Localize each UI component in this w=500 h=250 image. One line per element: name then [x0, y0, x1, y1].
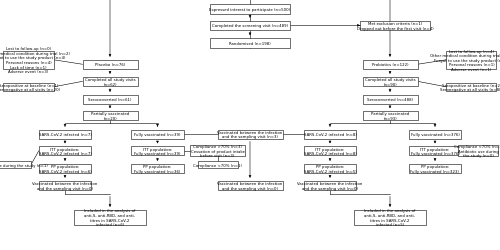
Text: Vaccinated between the infection
and the sampling visit (n=0): Vaccinated between the infection and the…	[298, 181, 362, 190]
FancyBboxPatch shape	[39, 130, 91, 139]
FancyBboxPatch shape	[446, 84, 496, 91]
Text: Placebo (n=76): Placebo (n=76)	[95, 63, 125, 67]
FancyBboxPatch shape	[362, 60, 418, 70]
FancyBboxPatch shape	[210, 22, 290, 31]
Text: PP population:
SARS-CoV-2 infected (n=6): PP population: SARS-CoV-2 infected (n=6)	[38, 164, 92, 173]
Text: Vaccinated between the infection
and the sampling visit (n=0): Vaccinated between the infection and the…	[32, 181, 98, 190]
Text: Completed all study visits
(n=90): Completed all study visits (n=90)	[364, 78, 416, 86]
FancyBboxPatch shape	[409, 147, 461, 156]
Text: Seroconverted (n=61): Seroconverted (n=61)	[88, 98, 132, 102]
FancyBboxPatch shape	[82, 78, 138, 86]
FancyBboxPatch shape	[39, 147, 91, 156]
FancyBboxPatch shape	[39, 164, 91, 173]
FancyBboxPatch shape	[82, 60, 138, 70]
Text: Vaccinated between the infection
and the sampling visit (n=0): Vaccinated between the infection and the…	[218, 181, 282, 190]
FancyBboxPatch shape	[458, 146, 498, 157]
FancyBboxPatch shape	[190, 146, 245, 157]
FancyBboxPatch shape	[304, 130, 356, 139]
Text: Expressed interest to participate (n=500): Expressed interest to participate (n=500…	[210, 8, 290, 12]
Text: ITT population:
SARS-CoV-2 infected (n=7): ITT population: SARS-CoV-2 infected (n=7…	[38, 147, 92, 156]
Text: Compliance <70% (n=1)
Antibiotic use during
the study (n=0): Compliance <70% (n=1) Antibiotic use dur…	[454, 145, 500, 158]
FancyBboxPatch shape	[74, 210, 146, 225]
FancyBboxPatch shape	[360, 22, 430, 31]
Text: Met exclusion criteria (n=1)
Dropped out before the first visit (n=4): Met exclusion criteria (n=1) Dropped out…	[356, 22, 434, 30]
FancyBboxPatch shape	[354, 210, 426, 225]
FancyBboxPatch shape	[304, 147, 356, 156]
Text: ITT population:
Fully vaccinated (n=376): ITT population: Fully vaccinated (n=376)	[410, 147, 460, 156]
Text: Antibiotic use during the study (n=1): Antibiotic use during the study (n=1)	[0, 163, 48, 167]
Text: Vaccinated between the infection
and the sampling visit (n=3): Vaccinated between the infection and the…	[218, 130, 282, 139]
Text: Compliance <70% (n=1): Compliance <70% (n=1)	[193, 163, 242, 167]
FancyBboxPatch shape	[82, 96, 138, 104]
FancyBboxPatch shape	[198, 162, 237, 168]
FancyBboxPatch shape	[409, 164, 461, 173]
FancyBboxPatch shape	[218, 130, 282, 139]
FancyBboxPatch shape	[304, 181, 356, 190]
FancyBboxPatch shape	[210, 39, 290, 48]
Text: ITT population:
SARS-CoV-2 infected (n=8): ITT population: SARS-CoV-2 infected (n=8…	[304, 147, 356, 156]
FancyBboxPatch shape	[4, 52, 53, 70]
Text: Completed all study visits
(n=62): Completed all study visits (n=62)	[84, 78, 136, 86]
FancyBboxPatch shape	[131, 147, 184, 156]
FancyBboxPatch shape	[4, 84, 53, 91]
Text: Probiotics (n=122): Probiotics (n=122)	[372, 63, 408, 67]
Text: Partially vaccinated
(n=93): Partially vaccinated (n=93)	[371, 112, 409, 120]
FancyBboxPatch shape	[362, 96, 418, 104]
Text: SARS-CoV-2 infected (n=7): SARS-CoV-2 infected (n=7)	[38, 132, 92, 136]
Text: Randomised (n=198): Randomised (n=198)	[229, 42, 271, 46]
FancyBboxPatch shape	[362, 112, 418, 121]
Text: Lost to follow-up (n=0)
Other medical condition during trial (n=2)
Forgot to use: Lost to follow-up (n=0) Other medical co…	[0, 47, 70, 74]
Text: Compliance >70% (n=3)
Cessation of product intake
before visit (n=3): Compliance >70% (n=3) Cessation of produ…	[190, 145, 244, 158]
FancyBboxPatch shape	[446, 52, 496, 70]
FancyBboxPatch shape	[362, 78, 418, 86]
Text: Completed the screening visit (n=489): Completed the screening visit (n=489)	[212, 24, 288, 28]
FancyBboxPatch shape	[39, 181, 91, 190]
FancyBboxPatch shape	[131, 164, 184, 173]
FancyBboxPatch shape	[82, 112, 138, 121]
Text: Lost to follow-up (n=4)
Other medical condition during trial (n=8)
Forgot to use: Lost to follow-up (n=4) Other medical co…	[430, 49, 500, 72]
Text: PP population:
SARS-CoV-2 infected (n=5): PP population: SARS-CoV-2 infected (n=5)	[304, 164, 356, 173]
Text: Fully vaccinated (n=376): Fully vaccinated (n=376)	[410, 132, 460, 136]
Text: Partially vaccinated
(n=20): Partially vaccinated (n=20)	[91, 112, 129, 120]
FancyBboxPatch shape	[218, 181, 282, 190]
Text: Seropositive at baseline (n=2)
Seronegative at all visits (n=88): Seropositive at baseline (n=2) Seronegat…	[440, 83, 500, 92]
Text: PP population:
Fully vaccinated (n=323): PP population: Fully vaccinated (n=323)	[410, 164, 460, 173]
Text: Included in the analysis of
anti-S, anti-RBD, and anti-
titres in SARS-CoV-2
inf: Included in the analysis of anti-S, anti…	[364, 209, 416, 226]
Text: SARS-CoV-2 infected (n=8): SARS-CoV-2 infected (n=8)	[304, 132, 356, 136]
Text: Fully vaccinated (n=39): Fully vaccinated (n=39)	[134, 132, 181, 136]
FancyBboxPatch shape	[131, 130, 184, 139]
Text: Seroconverted (n=488): Seroconverted (n=488)	[367, 98, 413, 102]
Text: ITT population:
Fully vaccinated (n=39): ITT population: Fully vaccinated (n=39)	[134, 147, 181, 156]
Text: PP population:
Fully vaccinated (n=36): PP population: Fully vaccinated (n=36)	[134, 164, 180, 173]
FancyBboxPatch shape	[304, 164, 356, 173]
FancyBboxPatch shape	[0, 162, 31, 168]
FancyBboxPatch shape	[409, 130, 461, 139]
Text: Seropositive at baseline (n=1)
Seronegative at all visits (n=20): Seropositive at baseline (n=1) Seronegat…	[0, 83, 60, 92]
FancyBboxPatch shape	[210, 5, 290, 15]
Text: Included in the analysis of
anti-S, anti-RBD, and anti-
titres in SARS-CoV-2
inf: Included in the analysis of anti-S, anti…	[84, 209, 136, 226]
